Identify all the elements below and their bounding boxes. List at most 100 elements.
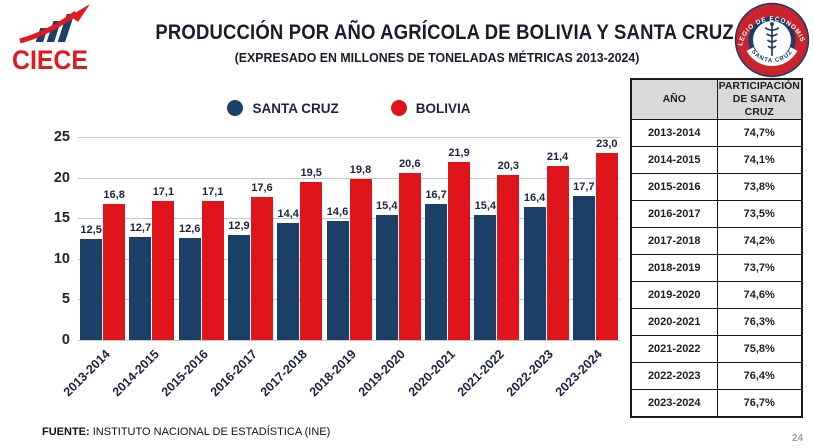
table-cell-share: 75,8% [716, 335, 803, 364]
table-cell-year: 2016-2017 [630, 200, 718, 229]
page-number: 24 [792, 433, 804, 444]
page-subtitle: (EXPRESADO EN MILLONES DE TONELADAS MÉTR… [234, 50, 640, 65]
grid-line [78, 218, 620, 220]
y-axis-tick: 15 [53, 210, 70, 227]
colegio-economistas-seal-icon: COLEGIO DE ECONOMISTAS SANTA CRUZ [734, 2, 810, 78]
bar-bolivia [349, 179, 372, 340]
bar-bolivia [497, 175, 520, 340]
bar-bolivia [250, 197, 273, 340]
table-row: 2017-2018 74,2% [630, 227, 803, 256]
table-row: 2020-2021 76,3% [630, 308, 803, 337]
table-header-year: AÑO [630, 78, 718, 121]
bar-santa-cruz [375, 214, 398, 340]
grid-line [78, 137, 620, 138]
y-axis-tick: 5 [61, 291, 70, 308]
bar-value-label: 19,5 [300, 166, 322, 179]
bar-value-label: 15,4 [474, 199, 497, 212]
chart-header: PRODUCCIÓN POR AÑO AGRÍCOLA DE BOLIVIA Y… [117, 21, 757, 65]
bar-value-label: 20,6 [399, 157, 421, 170]
bar-value-label: 12,5 [80, 223, 102, 236]
bar-bolivia [201, 201, 224, 340]
table-row: 2022-2023 76,4% [630, 362, 803, 391]
table-cell-share: 76,4% [716, 362, 803, 391]
table-cell-year: 2020-2021 [630, 308, 718, 337]
bar-santa-cruz [474, 214, 497, 340]
bar-santa-cruz [80, 238, 103, 340]
table-cell-year: 2019-2020 [630, 281, 718, 310]
bar-value-label: 14,6 [326, 206, 349, 219]
chart-legend: SANTA CRUZ BOLIVIA [78, 98, 620, 118]
bar-value-label: 16,4 [523, 191, 546, 204]
bar-santa-cruz [227, 235, 250, 340]
grid-line [78, 177, 620, 179]
table-row: 2021-2022 75,8% [630, 335, 803, 364]
source-text: INSTITUTO NACIONAL DE ESTADÍSTICA (INE) [89, 426, 331, 438]
bar-value-label: 12,7 [129, 221, 152, 234]
table-cell-share: 73,7% [716, 254, 803, 283]
legend-dot [390, 100, 407, 116]
legend-item: BOLIVIA [390, 100, 471, 116]
bar-santa-cruz [425, 204, 448, 340]
growth-chart-arrow-icon [19, 4, 90, 44]
bar-value-label: 16,8 [103, 188, 125, 201]
table-cell-year: 2021-2022 [630, 335, 718, 364]
grid-line [78, 258, 620, 260]
bar-value-label: 17,7 [573, 181, 595, 194]
bar-bolivia [398, 172, 421, 340]
table-cell-share: 73,5% [716, 200, 803, 229]
bar-bolivia [546, 166, 569, 340]
table-header-share: PARTICIPACIÓN DE SANTA CRUZ [716, 78, 803, 121]
table-cell-share: 74,6% [716, 281, 803, 310]
bar-value-label: 17,1 [152, 186, 175, 199]
table-row: 2014-2015 74,1% [630, 146, 803, 175]
caduceus-icon [764, 22, 780, 56]
table-row: 2016-2017 73,5% [630, 200, 803, 229]
bar-value-label: 15,4 [376, 199, 398, 212]
ciece-logo: CIECE [12, 4, 108, 74]
grid-line [78, 299, 620, 301]
table-cell-year: 2017-2018 [630, 227, 718, 256]
bar-value-label: 19,8 [349, 164, 372, 177]
table-cell-year: 2014-2015 [630, 146, 718, 175]
source-label: FUENTE: [42, 426, 90, 438]
participation-table: AÑO PARTICIPACIÓN DE SANTA CRUZ 2013-201… [630, 78, 803, 418]
table-cell-share: 74,2% [716, 227, 803, 256]
bar-value-label: 21,4 [546, 151, 569, 164]
bar-value-label: 21,9 [448, 147, 470, 160]
table-cell-share: 73,8% [716, 173, 803, 202]
table-cell-year: 2023-2024 [630, 389, 718, 418]
logo-text: CIECE [12, 45, 88, 75]
bar-bolivia [103, 203, 126, 340]
bar-santa-cruz [277, 223, 300, 340]
table-row: 2013-2014 74,7% [630, 119, 803, 148]
bar-value-label: 23,0 [596, 138, 618, 151]
bar-santa-cruz [129, 236, 152, 340]
y-axis-tick: 0 [61, 332, 70, 348]
table-cell-year: 2013-2014 [630, 119, 718, 148]
bar-bolivia [152, 201, 175, 340]
bar-santa-cruz [523, 206, 546, 340]
table-cell-share: 74,7% [716, 119, 803, 148]
bar-bolivia [448, 162, 471, 340]
legend-label: SANTA CRUZ [252, 100, 339, 116]
bar-value-label: 12,6 [178, 222, 201, 235]
table-cell-share: 74,1% [716, 146, 803, 175]
page-title: PRODUCCIÓN POR AÑO AGRÍCOLA DE BOLIVIA Y… [155, 21, 734, 44]
bar-bolivia [300, 181, 323, 340]
bar-value-label: 14,4 [277, 208, 299, 221]
bar-santa-cruz [572, 196, 595, 340]
table-cell-share: 76,7% [716, 389, 803, 418]
grid-line [78, 340, 620, 341]
y-axis-tick: 25 [53, 129, 70, 145]
bar-value-label: 17,1 [201, 186, 224, 199]
table-cell-year: 2022-2023 [630, 362, 718, 391]
table-row: 2023-2024 76,7% [630, 389, 803, 418]
bar-bolivia [595, 153, 618, 340]
bar-value-label: 16,7 [425, 189, 447, 202]
y-axis-tick: 20 [53, 169, 70, 186]
bar-value-label: 17,6 [251, 182, 273, 195]
table-row: 2015-2016 73,8% [630, 173, 803, 202]
bar-santa-cruz [178, 237, 201, 340]
